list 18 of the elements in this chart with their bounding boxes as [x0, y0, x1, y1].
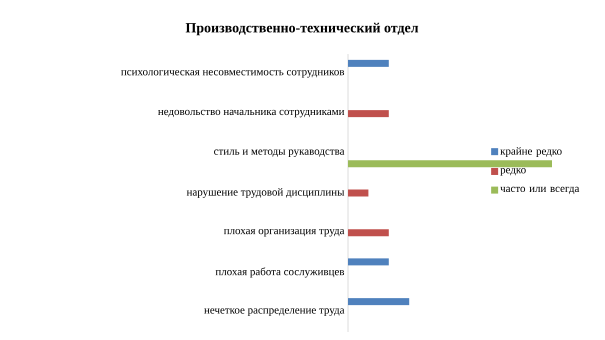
bar: [348, 229, 389, 236]
legend-label: крайне редко: [500, 147, 562, 157]
bar: [348, 110, 389, 118]
y-tick-label: плохая работа сослуживцев: [216, 267, 344, 278]
y-tick-label: недовольство начальника сотрудниками: [158, 110, 344, 118]
chart-title: Производственно-технический отдел: [186, 22, 418, 36]
bar: [348, 160, 552, 168]
y-tick-label: стиль и методы рукаводства: [214, 150, 344, 158]
legend-label: часто или всегда: [500, 186, 580, 194]
bar: [348, 60, 389, 67]
bar: [348, 190, 368, 197]
y-tick-label: нарушение трудовой дисциплины: [186, 188, 344, 198]
y-tick-label: нечеткое распределение труда: [204, 308, 344, 316]
bar: [348, 258, 389, 266]
y-tick-label: психологическая несовместимость сотрудников: [121, 70, 344, 78]
legend-label: редко: [500, 168, 526, 176]
y-tick-label: плохая организация труда: [224, 228, 344, 236]
bar: [348, 298, 410, 306]
